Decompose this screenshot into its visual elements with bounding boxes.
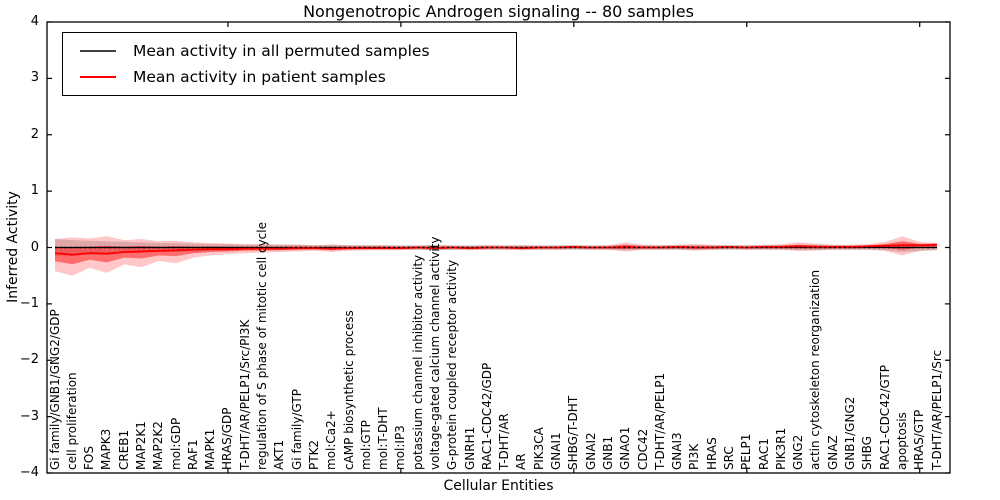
x-tick-label: potassium channel inhibitor activity (410, 254, 425, 470)
x-tick-label: PI3K (687, 443, 702, 470)
x-tick-label: PELP1 (739, 433, 754, 470)
x-tick-label: mol:Ca2+ (324, 410, 339, 470)
x-tick-label: mol:GTP (358, 420, 373, 470)
x-tick-label: SRC (721, 446, 736, 470)
legend: Mean activity in all permuted samples Me… (62, 32, 517, 96)
patient-outer-band (55, 236, 937, 276)
x-tick-label: HRAS (704, 437, 719, 470)
x-tick-label: GNAI1 (549, 432, 564, 470)
x-axis-label: Cellular Entities (443, 478, 554, 494)
chart-title: Nongenotropic Androgen signaling -- 80 s… (303, 2, 694, 21)
x-tick-label: CDC42 (635, 428, 650, 470)
legend-line-patient-icon (80, 76, 116, 79)
x-tick-label: mol:IP3 (393, 425, 408, 470)
x-tick-label: PIK3R1 (773, 427, 788, 470)
x-tick-label: GNRH1 (462, 426, 477, 470)
legend-item-patient: Mean activity in patient samples (63, 68, 516, 86)
legend-item-permuted: Mean activity in all permuted samples (63, 42, 516, 60)
x-tick-label: AKT1 (272, 439, 287, 470)
y-tick-label: 4 (30, 14, 39, 29)
x-tick-label: mol:T-DHT (376, 407, 391, 470)
legend-label-permuted: Mean activity in all permuted samples (133, 41, 430, 60)
x-tick-label: T-DHT/AR/PELP1/Src (929, 349, 944, 470)
x-tick-label: G-protein coupled receptor activity (445, 259, 460, 470)
y-tick-label: 3 (30, 70, 39, 86)
x-tick-label: RAF1 (185, 439, 200, 470)
x-tick-label: HRAS/GDP (220, 407, 235, 470)
x-tick-label: RAC1-CDC42/GTP (877, 365, 892, 470)
x-tick-label: mol:GDP (168, 417, 183, 470)
x-tick-label: regulation of S phase of mitotic cell cy… (255, 222, 270, 470)
x-tick-label: GNAO1 (618, 426, 633, 470)
x-tick-label: MAP2K2 (151, 421, 166, 470)
x-tick-label: Gi family/GNB1/GNG2/GDP (47, 309, 62, 470)
x-tick-label: SHBG/T-DHT (566, 395, 581, 470)
x-tick-label: actin cytoskeleton reorganization (808, 269, 823, 470)
legend-line-permuted-icon (80, 49, 116, 52)
x-tick-label: T-DHT/AR (497, 413, 512, 470)
x-tick-label: cAMP biosynthetic process (341, 310, 356, 470)
x-tick-label: Gi family/GTP (289, 389, 304, 470)
y-tick-label: 0 (30, 239, 39, 255)
x-tick-label: PIK3CA (531, 427, 546, 470)
x-tick-label: FOS (82, 446, 97, 470)
y-tick-label: −4 (19, 465, 39, 480)
x-tick-label: HRAS/GTP (912, 409, 927, 470)
x-tick-label: GNAZ (825, 435, 840, 470)
x-tick-label: RAC1 (756, 438, 771, 470)
x-tick-label: cell proliferation (64, 372, 79, 470)
x-tick-label: MAPK3 (99, 428, 114, 470)
x-tick-label: SHBG (860, 436, 875, 470)
x-tick-label: GNB1/GNG2 (843, 396, 858, 470)
legend-label-patient: Mean activity in patient samples (133, 68, 386, 87)
x-tick-label: CREB1 (116, 429, 131, 470)
x-tick-label: GNAI3 (670, 432, 685, 470)
x-tick-label: voltage-gated calcium channel activity (427, 236, 442, 470)
x-tick-label: T-DHT/AR/PELP1/Src/PI3K (237, 319, 252, 470)
y-tick-label: −3 (19, 408, 39, 424)
x-tick-label: apoptosis (894, 412, 909, 470)
y-tick-label: −2 (19, 352, 39, 368)
x-tick-label: PTK2 (306, 439, 321, 470)
x-tick-label: GNB1 (600, 435, 615, 470)
x-tick-label: GNG2 (791, 434, 806, 470)
y-tick-label: −1 (19, 295, 39, 311)
y-tick-label: 1 (30, 183, 39, 199)
y-tick-label: 2 (30, 126, 39, 142)
x-tick-label: RAC1-CDC42/GDP (479, 362, 494, 470)
x-tick-label: GNAI2 (583, 432, 598, 470)
x-tick-label: AR (514, 453, 529, 470)
x-tick-label: MAPK1 (203, 428, 218, 470)
x-tick-label: T-DHT/AR/PELP1 (652, 372, 667, 470)
x-tick-label: MAP2K1 (133, 421, 148, 470)
